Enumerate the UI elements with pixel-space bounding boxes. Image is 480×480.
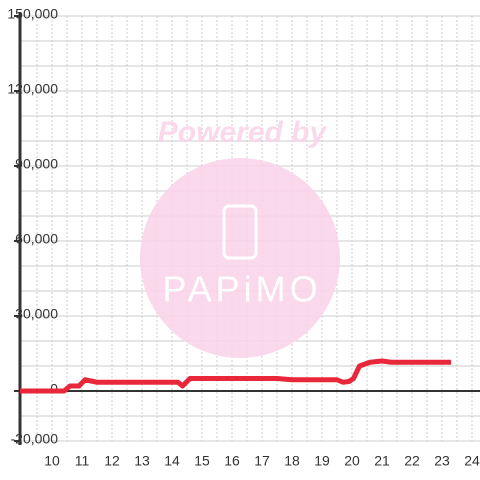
x-tick-label: 22 <box>404 453 420 469</box>
watermark-caption: Powered by <box>158 116 328 149</box>
x-tick-label: 18 <box>284 453 300 469</box>
x-tick-label: 16 <box>224 453 240 469</box>
watermark: Powered by PAPiMO <box>140 116 340 358</box>
x-tick-label: 12 <box>104 453 120 469</box>
data-line <box>20 358 451 394</box>
x-tick-label: 17 <box>254 453 270 469</box>
y-tick-label: 120,000 <box>7 81 58 97</box>
x-tick-label: 10 <box>44 453 60 469</box>
x-tick-label: 19 <box>314 453 330 469</box>
x-tick-label: 24 <box>464 453 480 469</box>
y-tick-label: 150,000 <box>7 6 58 22</box>
watermark-phone <box>222 204 258 260</box>
x-tick-label: 13 <box>134 453 150 469</box>
x-tick-label: 21 <box>374 453 390 469</box>
y-tick-label: 90,000 <box>15 156 58 172</box>
plot: -20,000030,00060,00090,000120,000150,000… <box>7 6 480 469</box>
watermark-logo: PAPiMO <box>162 269 321 310</box>
x-tick-label: 14 <box>164 453 180 469</box>
y-tick-label: -20,000 <box>11 431 59 447</box>
x-tick-label: 11 <box>75 453 90 469</box>
x-tick-label: 15 <box>194 453 210 469</box>
y-tick-label: 30,000 <box>15 306 58 322</box>
y-tick-label: 60,000 <box>15 231 58 247</box>
x-tick-label: 20 <box>344 453 360 469</box>
x-tick-label: 23 <box>434 453 450 469</box>
